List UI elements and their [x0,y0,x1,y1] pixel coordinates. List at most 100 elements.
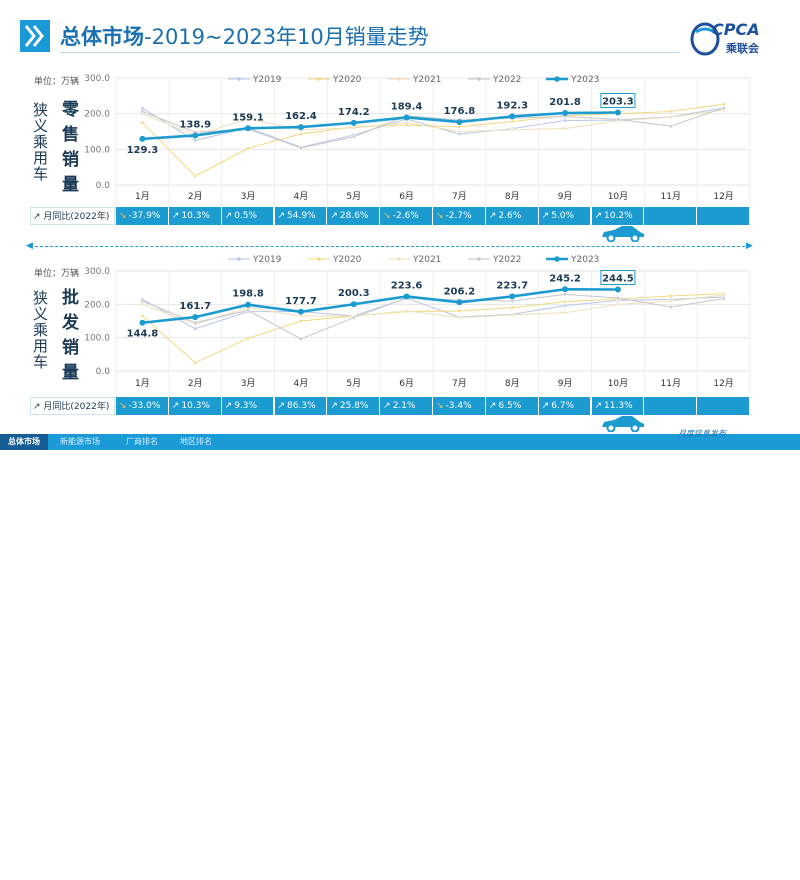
yoy-cell: ↗ 9.3% [221,397,275,415]
yoy-cell: ↗ 6.7% [538,397,592,415]
data-point-Y2023 [350,119,357,126]
legend-marker [477,257,481,261]
data-point-Y2022 [351,315,356,320]
footer-tab-total[interactable]: 总体市场 [0,434,48,450]
logo-subtext: 乘联会 [726,42,759,55]
trend-up-icon: ↗ [383,401,391,411]
data-point-Y2021 [510,313,515,317]
segment-label-wholesale: 狭义乘用车 [31,290,49,370]
data-label: 192.3 [496,100,528,111]
data-label: 223.6 [391,280,423,291]
data-point-Y2020 [299,319,303,323]
data-point-Y2022 [140,109,145,114]
data-point-Y2021 [616,302,620,307]
yoy-cell [697,397,750,415]
data-point-Y2020 [193,174,198,178]
trend-up-icon: ↗ [277,211,286,221]
data-point-Y2021 [246,117,250,121]
yoy-label-text: 月同比(2022年) [43,212,110,222]
page-number: 5 [786,870,792,880]
data-label: 159.1 [232,112,264,123]
x-tick-label: 8月 [505,378,520,389]
yoy-cell: ↗ 10.2% [591,207,645,225]
footer-bar: 总体市场 新能源市场 厂商排名 地区排名 5 [0,434,800,880]
trend-down-icon: ↘ [383,211,391,221]
x-tick-label: 10月 [608,378,628,389]
yoy-value: 54.9% [287,211,316,221]
series-line-Y2019 [142,296,724,330]
data-label: 177.7 [285,296,317,307]
data-point-Y2022 [616,117,620,122]
data-point-Y2023 [456,118,463,125]
data-point-Y2020 [140,314,145,318]
highlight-box [600,270,636,285]
data-point-Y2021 [457,129,462,134]
footer-slogan: 月度信息发布 [678,429,726,438]
footer-tab-nev[interactable]: 新能源市场 [60,437,100,446]
yoy-row-retail: ↗ 月同比(2022年) ↘ -37.9% ↗ 10.3% ↗ 0.5% ↗ 54.9% ↗ 28… [30,207,750,225]
trend-up-icon: ↗ [171,401,180,411]
data-point-Y2019 [140,106,145,111]
yoy-cell: ↘ -33.0% [116,397,169,415]
y-tick-label: 100.0 [84,145,110,155]
logo-text: CPCA [712,20,760,39]
data-label: 161.7 [179,301,211,312]
legend-label: Y2020 [332,255,362,265]
data-label: 201.8 [549,97,581,108]
title-rest: -2019~2023年10月销量走势 [144,25,429,49]
data-point-Y2022 [193,320,198,325]
series-line-Y2023 [142,287,618,325]
data-point-Y2020 [299,132,303,136]
footer-tab-maker[interactable]: 厂商排名 [126,437,158,446]
chevron-icon [20,20,50,52]
data-label: 189.4 [391,101,423,112]
data-point-Y2021 [510,127,515,132]
title-underline [60,52,680,53]
data-point-Y2021 [721,293,726,297]
trend-down-icon: ↘ [119,401,127,411]
legend-marker [237,77,241,81]
trend-up-icon: ↗ [594,401,603,411]
data-label: 174.2 [338,107,370,118]
data-label: 138.9 [179,119,211,130]
slide: 总体市场-2019~2023年10月销量走势 CPCA 乘联会 单位：万辆 狭义… [0,20,800,880]
charts-canvas: 0.0 100.0 200.0 300.0 1月 2月 3月 4月 5月 6月 7月 8月 9月 10月 1… [84,74,751,392]
footer-tab-region[interactable]: 地区排名 [180,437,212,446]
data-label: 144.8 [127,329,159,340]
yoy-cell: ↗ 5.0% [538,207,592,225]
arrow-right-icon: ▶ [746,241,753,251]
data-point-Y2022 [668,124,673,129]
trend-up-icon: ↗ [330,401,338,411]
legend-marker [317,257,321,261]
x-tick-label: 8月 [505,191,520,202]
data-point-Y2020 [510,119,515,124]
data-point-Y2022 [140,299,145,303]
trend-down-icon: ↘ [119,211,127,221]
legend-label: Y2021 [412,75,441,85]
yoy-value: 0.5% [234,211,258,221]
data-point-Y2023 [403,114,410,121]
data-point-Y2021 [668,299,673,303]
data-point-Y2023 [139,135,146,142]
highlight-box [600,92,636,108]
data-point-Y2020 [193,360,198,365]
legend-label: Y2020 [332,75,362,85]
data-label: 244.5 [602,274,634,285]
yoy-value: 2.1% [392,401,416,411]
yoy-value: 25.8% [339,401,369,411]
yoy-row-wholesale: ↗ 月同比(2022年) ↘ -33.0% ↗ 10.3% ↗ 9.3% ↗ 86.3% ↗ 25… [30,397,750,415]
data-label: 176.8 [444,106,476,117]
x-tick-label: 3月 [241,378,256,389]
data-point-Y2020 [721,102,726,106]
x-tick-label: 10月 [608,191,628,202]
data-point-Y2020 [140,120,145,125]
yoy-value: -3.4% [445,401,472,411]
yoy-trend-icon: ↗ [33,402,41,412]
yoy-cell: ↗ 6.5% [485,397,539,415]
data-point-Y2021 [299,314,303,318]
yoy-value: 28.6% [339,211,369,221]
data-point-Y2020 [563,299,567,304]
x-tick-label: 5月 [346,378,361,389]
data-point-Y2019 [563,118,567,123]
yoy-value: 5.0% [551,211,575,221]
